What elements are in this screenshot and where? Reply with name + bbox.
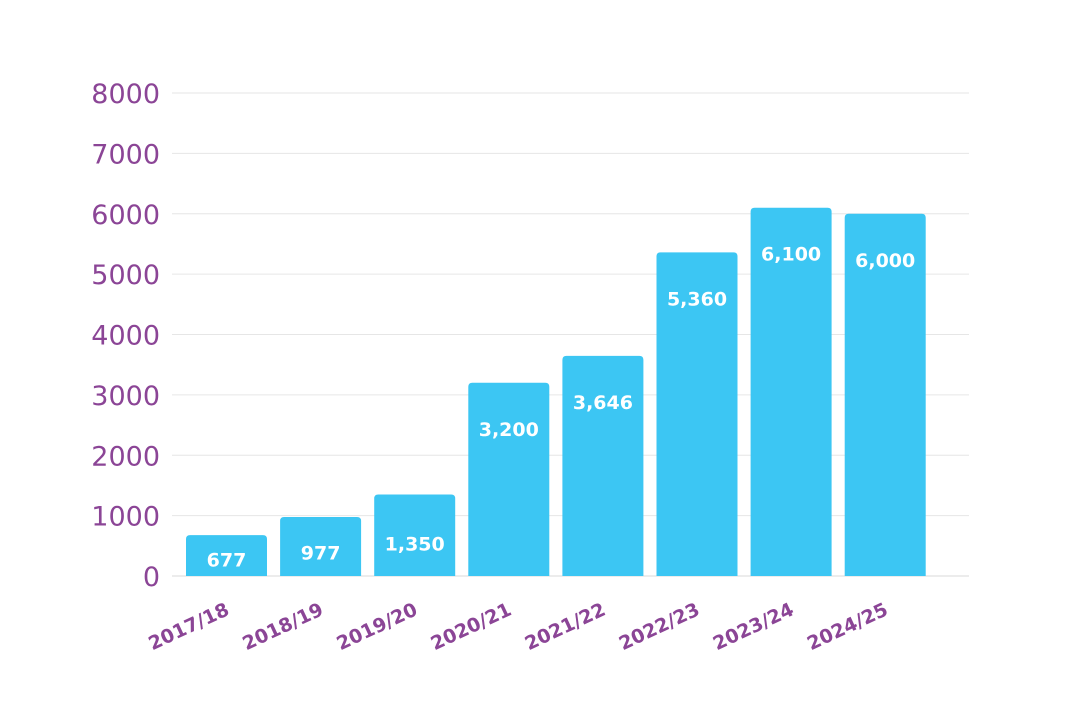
bar xyxy=(374,494,456,576)
x-tick-label: 2018/19 xyxy=(239,599,326,655)
x-tick-label: 2024/25 xyxy=(804,599,891,655)
x-tick-label: 2022/23 xyxy=(616,599,703,655)
bar-value-labels: 677 977 1,350 3,200 3,646 5,360 6,100 6,000 xyxy=(207,244,916,572)
bar xyxy=(562,355,644,576)
x-tick-label: 2021/22 xyxy=(522,599,609,655)
y-tick-label: 1000 xyxy=(91,502,160,533)
bar-value-label: 1,350 xyxy=(385,533,445,555)
x-tick-label: 2023/24 xyxy=(710,599,797,655)
bar-value-label: 6,000 xyxy=(855,250,915,272)
y-tick-label: 4000 xyxy=(91,321,160,352)
bar xyxy=(280,517,362,576)
x-tick-label: 2017/18 xyxy=(145,599,232,655)
y-tick-label: 3000 xyxy=(91,381,160,412)
x-tick-label: 2020/21 xyxy=(427,599,514,655)
bar-value-label: 3,200 xyxy=(479,419,539,441)
bar xyxy=(656,252,738,576)
bar-value-label: 5,360 xyxy=(667,288,727,310)
y-tick-label: 2000 xyxy=(91,441,160,472)
y-tick-label: 5000 xyxy=(91,260,160,291)
y-tick-label: 8000 xyxy=(91,79,160,110)
bar xyxy=(468,382,550,576)
y-tick-label: 6000 xyxy=(91,200,160,231)
bar xyxy=(186,535,267,576)
bar-value-label: 3,646 xyxy=(573,392,633,414)
bar-value-label: 6,100 xyxy=(761,244,821,266)
bar xyxy=(750,207,832,576)
x-axis-tick-labels: 2017/18 2018/19 2019/20 2020/21 2021/22 2022/… xyxy=(145,599,891,655)
y-tick-label: 0 xyxy=(143,562,160,593)
y-axis-tick-labels: 0 1000 2000 3000 4000 5000 6000 7000 8000 xyxy=(91,79,160,593)
bars xyxy=(186,207,926,576)
bar-value-label: 677 xyxy=(207,550,247,572)
bar xyxy=(844,213,926,576)
y-tick-label: 7000 xyxy=(91,139,160,170)
gridlines xyxy=(172,92,969,577)
bar-value-label: 977 xyxy=(301,542,341,564)
x-tick-label: 2019/20 xyxy=(333,599,420,655)
